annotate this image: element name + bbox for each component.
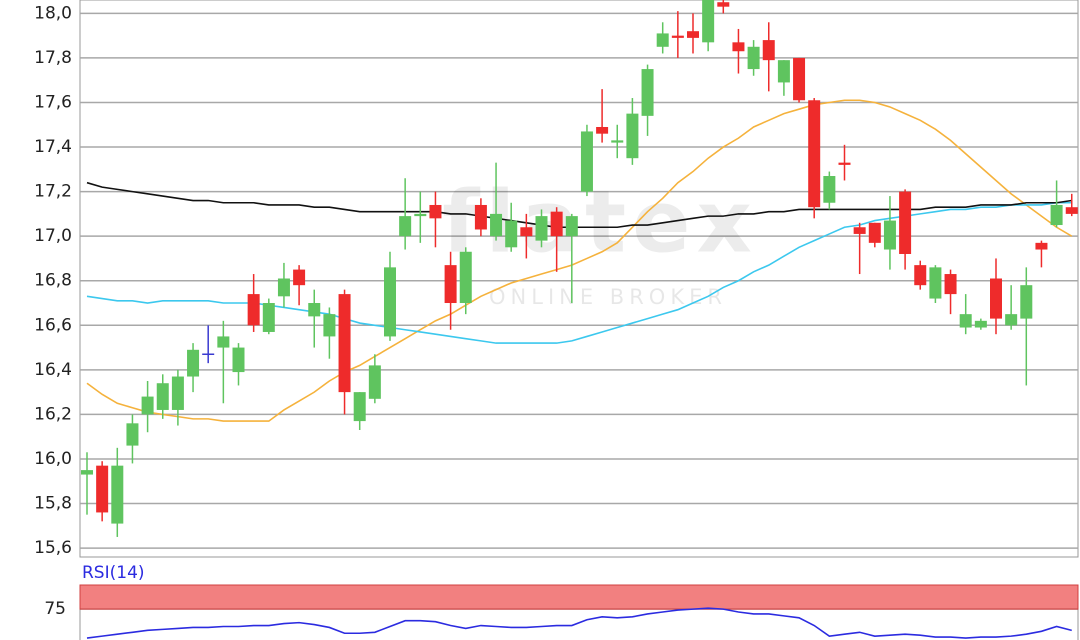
candle-body — [384, 267, 396, 337]
candle-body — [883, 220, 896, 250]
y-tick-label: 17,0 — [34, 226, 72, 246]
candle-body — [808, 100, 821, 208]
candle-body — [156, 383, 169, 410]
y-tick-label: 15,6 — [34, 538, 72, 558]
y-tick-label: 75 — [44, 599, 66, 619]
candle-body — [550, 211, 563, 237]
candle-body — [868, 222, 881, 243]
candle-body — [111, 465, 124, 524]
candle-body — [611, 140, 624, 143]
y-tick-label: 17,6 — [34, 92, 72, 112]
candle-body — [459, 251, 472, 304]
candle-body — [656, 33, 669, 47]
y-tick-label: 16,4 — [34, 360, 72, 380]
candle-body — [217, 336, 230, 348]
candle-body — [1065, 207, 1078, 214]
candle-body — [641, 69, 654, 116]
candle-body — [702, 0, 715, 43]
candle-body — [187, 349, 200, 377]
candle-body — [990, 278, 1002, 319]
candle-body — [914, 265, 927, 286]
candle-body — [353, 392, 366, 422]
candle-body — [747, 46, 760, 70]
y-tick-label: 15,8 — [34, 494, 72, 514]
candle-body — [247, 294, 260, 326]
candle-body — [762, 40, 775, 61]
candle-body — [596, 126, 609, 134]
y-tick-label: 16,8 — [34, 271, 72, 291]
panel-title: RSI(14) — [82, 563, 145, 583]
y-tick-label: 17,4 — [34, 137, 72, 157]
candle-body — [687, 31, 699, 38]
candle-body — [414, 213, 427, 217]
candle-body — [944, 274, 957, 295]
candle-body — [626, 113, 639, 159]
watermark: flatex — [442, 172, 758, 272]
candle-body — [580, 131, 593, 192]
candle-body — [277, 278, 290, 297]
watermark: ONLINE BROKER — [489, 285, 727, 309]
candle-body — [1050, 204, 1063, 226]
candle-body — [959, 314, 972, 328]
candle-body — [171, 376, 184, 410]
candle-body — [308, 303, 321, 317]
candle-body — [262, 303, 275, 332]
candle-body — [565, 216, 578, 237]
candle-body — [823, 176, 836, 203]
candle-body — [838, 162, 851, 165]
candle-body — [126, 423, 139, 446]
candle-body — [323, 314, 336, 337]
candle-body — [899, 191, 912, 254]
rsi-line — [86, 607, 1072, 639]
y-tick-label: 17,2 — [34, 182, 72, 202]
candle-body — [974, 320, 987, 328]
candle-body — [490, 213, 503, 237]
y-tick-label: 18,0 — [34, 3, 72, 23]
candle-body — [671, 35, 684, 38]
candles — [81, 0, 1078, 537]
candle-body — [96, 465, 109, 513]
candle-body — [520, 227, 533, 237]
candle-body — [429, 204, 442, 219]
candle-body — [929, 267, 942, 299]
candle-body — [444, 265, 457, 304]
candle-body — [293, 269, 306, 286]
candle-body — [732, 42, 745, 52]
candle-body — [535, 216, 548, 241]
candle-body — [1020, 285, 1033, 319]
candle-body — [793, 57, 806, 101]
candle-body — [232, 347, 245, 373]
overbought-band — [79, 584, 1079, 610]
candle-body — [853, 227, 866, 234]
candle-body — [141, 396, 154, 415]
y-tick-label: 16,0 — [34, 449, 72, 469]
candle-body — [717, 2, 730, 7]
candle-body — [338, 294, 351, 393]
y-tick-label: 16,2 — [34, 404, 72, 424]
candle-body — [368, 365, 381, 399]
candle-body — [399, 216, 412, 237]
y-tick-label: 17,8 — [34, 48, 72, 68]
moving-average — [86, 99, 1073, 422]
candle-body — [1035, 242, 1048, 250]
candle-body — [81, 470, 93, 475]
candle-body — [505, 220, 518, 248]
y-tick-label: 16,6 — [34, 315, 72, 335]
candle-body — [777, 60, 790, 83]
plot-area — [79, 0, 1079, 558]
candle-body — [1005, 314, 1018, 326]
candle-body — [474, 204, 487, 230]
